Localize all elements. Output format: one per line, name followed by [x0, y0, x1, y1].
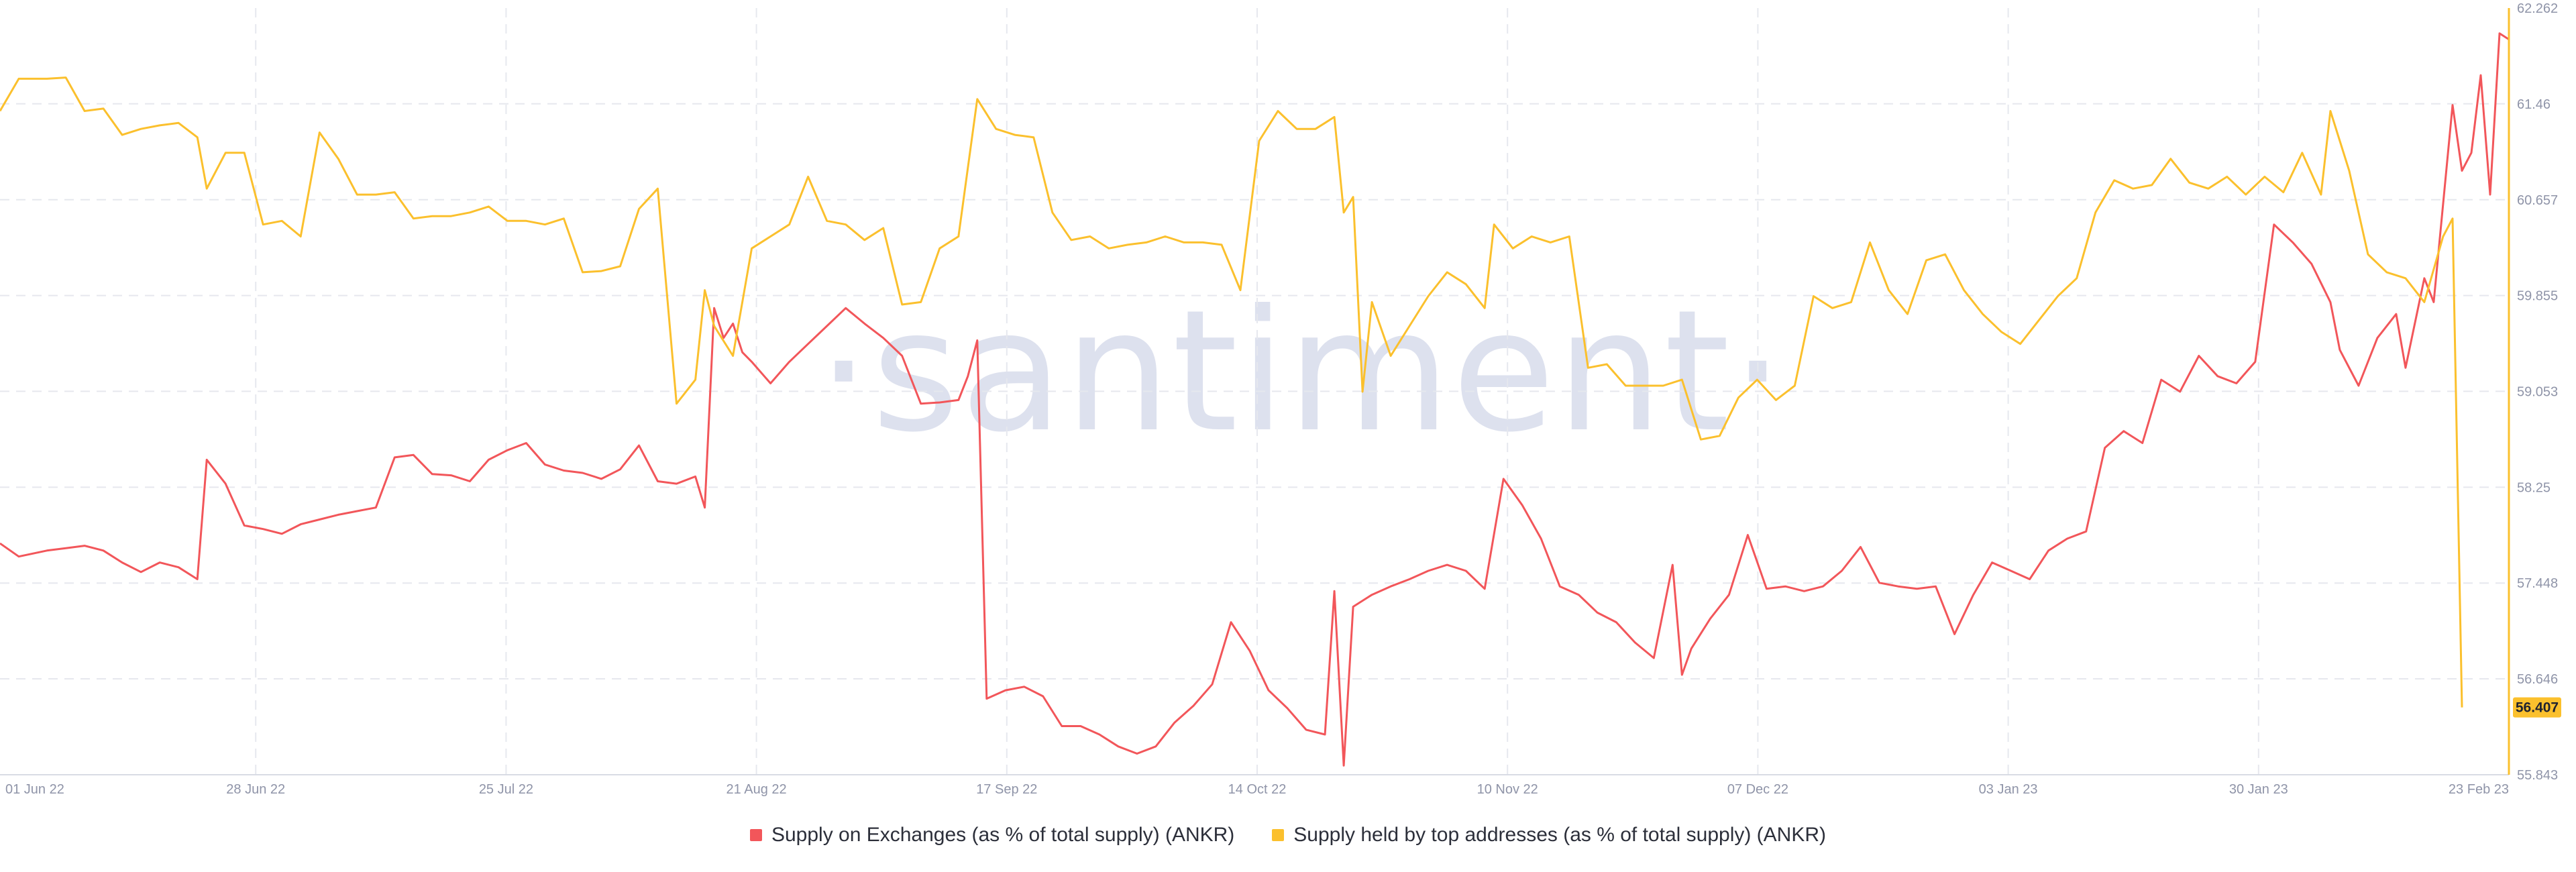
x-tick-label: 25 Jul 22 — [479, 782, 533, 797]
x-tick-label: 10 Nov 22 — [1477, 782, 1538, 797]
x-tick-label: 21 Aug 22 — [727, 782, 787, 797]
y-tick-label: 56.646 — [2517, 672, 2558, 687]
y-tick-label: 58.25 — [2517, 480, 2551, 495]
legend-swatch-exchanges — [749, 829, 762, 841]
x-tick-label: 14 Oct 22 — [1228, 782, 1287, 797]
line-chart: ·santiment· 62.262 61.46 60.657 59.855 59.05… — [0, 1, 2561, 797]
legend-label-top-addresses: Supply held by top addresses (as % of to… — [1293, 824, 1827, 846]
y-tick-label: 59.855 — [2517, 289, 2558, 304]
series-layer — [0, 32, 2510, 767]
x-tick-label: 28 Jun 22 — [226, 782, 285, 797]
legend-item-top-addresses[interactable]: Supply held by top addresses (as % of to… — [1272, 824, 1826, 847]
y-tick-label: 59.053 — [2517, 384, 2558, 399]
legend-item-exchanges[interactable]: Supply on Exchanges (as % of total suppl… — [749, 824, 1235, 847]
x-tick-label: 03 Jan 23 — [1979, 782, 2038, 797]
x-tick-label: 07 Dec 22 — [1727, 782, 1788, 797]
y-tick-label: 55.843 — [2517, 768, 2558, 783]
x-tick-label: 23 Feb 23 — [2449, 782, 2509, 797]
y-tick-label: 61.46 — [2517, 97, 2551, 112]
x-tick-label: 17 Sep 22 — [976, 782, 1037, 797]
series-line-top-addresses — [0, 76, 2463, 708]
axes: 62.262 61.46 60.657 59.855 59.053 58.25 57.448… — [0, 1, 2561, 797]
x-tick-label: 30 Jan 23 — [2229, 782, 2288, 797]
santiment-watermark: ·santiment· — [817, 274, 1786, 469]
series-line-exchanges — [0, 32, 2510, 767]
legend: Supply on Exchanges (as % of total suppl… — [0, 824, 2576, 847]
legend-swatch-top-addresses — [1272, 829, 1285, 841]
y-tick-label: 62.262 — [2517, 1, 2558, 16]
current-value-badge — [2513, 697, 2561, 718]
current-value-label: 56.407 — [2516, 700, 2559, 716]
x-tick-label: 01 Jun 22 — [5, 782, 64, 797]
y-tick-label: 60.657 — [2517, 193, 2558, 208]
legend-label-exchanges: Supply on Exchanges (as % of total suppl… — [771, 824, 1235, 846]
y-tick-label: 57.448 — [2517, 576, 2558, 591]
